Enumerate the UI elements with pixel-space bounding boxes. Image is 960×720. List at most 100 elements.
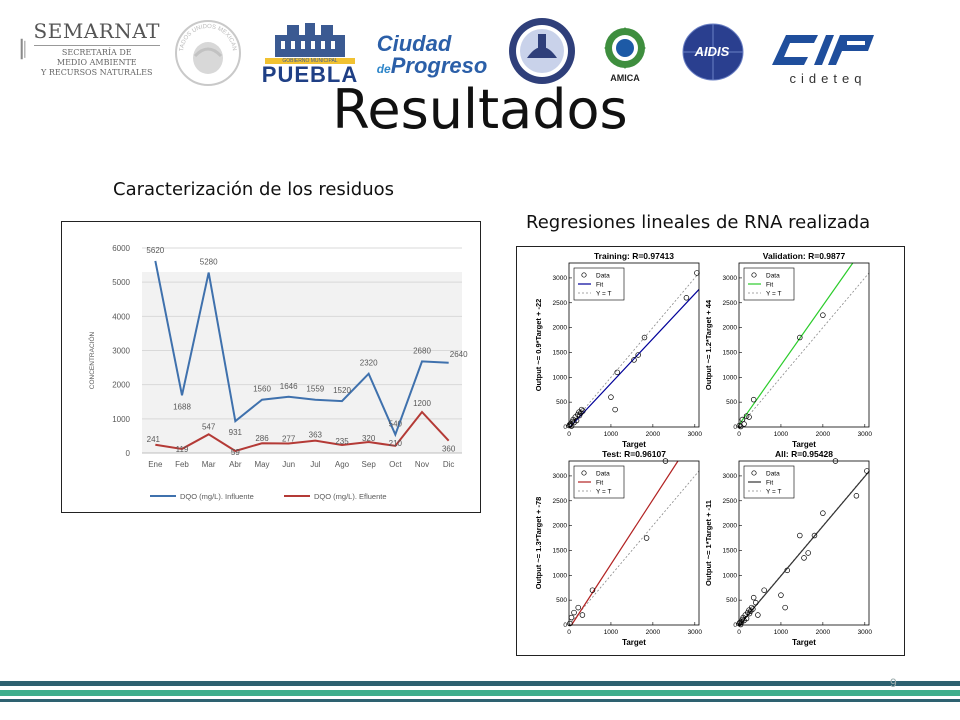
regression-subplot: Validation: R=0.9877 Target Output ~= 1.2*… <box>704 251 872 449</box>
data-point <box>737 621 744 628</box>
y-tick-label: 2500 <box>553 300 568 307</box>
data-point <box>578 406 585 413</box>
legend-label: Data <box>596 273 610 280</box>
gear-icon <box>604 27 646 69</box>
legend-label: Fit <box>596 480 603 487</box>
data-point <box>820 510 826 516</box>
data-point <box>683 295 690 301</box>
y-tick-label: 5000 <box>112 278 130 287</box>
ciudad-line1: Ciudad <box>376 31 452 56</box>
right-subtitle: Regresiones lineales de RNA realizada <box>526 212 871 233</box>
regression-subplot: All: R=0.95428 Target Output ~= 1*Target +… <box>704 449 872 647</box>
legend-label: Y = T <box>596 489 612 496</box>
data-point <box>743 413 750 419</box>
data-label: 540 <box>389 420 403 429</box>
data-point <box>579 612 586 618</box>
university-seal-icon <box>509 18 575 84</box>
data-point <box>805 550 811 556</box>
data-label: 2320 <box>360 359 378 368</box>
data-point <box>608 394 614 400</box>
y-tick-label: 6000 <box>112 244 130 253</box>
x-tick-label: Feb <box>175 460 189 469</box>
data-label: 5620 <box>146 246 164 255</box>
x-tick-label: Mar <box>202 460 216 469</box>
globe-icon <box>682 23 744 81</box>
y-tick-label: 1500 <box>723 547 738 554</box>
y-tick-label: 3000 <box>112 347 130 356</box>
series-line-influente <box>154 260 449 438</box>
x-tick-label: 0 <box>567 431 571 438</box>
cideteq-mark-icon <box>772 34 874 65</box>
x-tick-label: 1000 <box>604 431 619 438</box>
x-tick-label: Abr <box>229 460 242 469</box>
data-point <box>568 614 575 621</box>
data-point <box>750 606 756 612</box>
puebla-name: PUEBLA <box>261 61 359 87</box>
x-tick-label: 0 <box>737 431 741 438</box>
x-tick-label: Oct <box>389 460 402 469</box>
x-tick-label: Nov <box>415 460 429 469</box>
x-tick-label: 3000 <box>858 431 873 438</box>
x-tick-label: 0 <box>567 629 571 636</box>
x-tick-label: 2000 <box>816 431 831 438</box>
legend-label: Data <box>596 471 610 478</box>
data-label: 119 <box>176 445 189 454</box>
fit-line <box>569 289 700 428</box>
x-tick-label: Sep <box>362 460 377 469</box>
x-tick-label: Ago <box>335 460 350 469</box>
y-tick-label: 2000 <box>112 381 130 390</box>
data-label: 286 <box>255 434 269 443</box>
data-label: 1559 <box>306 385 324 394</box>
y-tick-label: 1000 <box>723 374 738 381</box>
x-tick-label: Jun <box>282 460 295 469</box>
legend-marker-data <box>751 470 757 476</box>
data-point <box>741 421 747 427</box>
amica-logo: AMICA <box>597 22 653 86</box>
y-tick-label: 3000 <box>723 473 738 480</box>
series-line-efluente <box>155 410 450 453</box>
semarnat-logo: SEMARNAT SECRETARÍA DE MEDIO AMBIENTE Y … <box>20 16 160 82</box>
axes-box <box>568 262 700 428</box>
data-point <box>641 334 648 341</box>
left-subtitle: Caracterización de los residuos <box>113 179 394 200</box>
data-point <box>575 604 581 611</box>
data-label: 363 <box>309 431 323 440</box>
y-tick-label: 0 <box>733 424 737 431</box>
data-point <box>614 369 620 376</box>
data-label: 1560 <box>253 385 271 394</box>
data-point <box>755 612 761 618</box>
y-tick-label: 1500 <box>723 349 738 356</box>
x-axis-label: Target <box>792 638 816 647</box>
axes-box <box>568 460 700 626</box>
university-seal-logo <box>506 15 578 87</box>
aidis-name: AIDIS <box>694 44 730 59</box>
data-label: 360 <box>442 445 456 454</box>
identity-line <box>738 272 870 428</box>
axes-box <box>738 460 870 626</box>
y-tick-label: 1000 <box>723 572 738 579</box>
data-point <box>750 594 757 601</box>
y-tick-label: 2500 <box>723 300 738 307</box>
regression-panel: Training: R=0.97413 Target Output ~= 0.9*T… <box>516 246 905 656</box>
y-tick-label: 0 <box>563 622 567 629</box>
data-point <box>573 417 580 424</box>
data-point <box>635 352 641 358</box>
legend-marker-data <box>581 272 587 278</box>
fit-line <box>571 460 679 626</box>
y-tick-label: 0 <box>126 449 131 458</box>
y-axis-label: Output ~= 1.3*Target + -78 <box>534 497 543 590</box>
aidis-logo: AIDIS <box>680 22 746 82</box>
legend-label: Y = T <box>766 489 782 496</box>
data-point <box>589 587 596 593</box>
data-label: 235 <box>335 437 349 446</box>
data-label: 547 <box>202 422 216 431</box>
data-label: 5280 <box>200 258 218 267</box>
x-axis-label: Target <box>792 440 816 449</box>
legend-label: Y = T <box>596 291 612 298</box>
page-number: 9 <box>890 676 897 690</box>
y-tick-label: 1000 <box>553 374 568 381</box>
y-tick-label: 3000 <box>553 275 568 282</box>
x-tick-label: 2000 <box>646 629 661 636</box>
